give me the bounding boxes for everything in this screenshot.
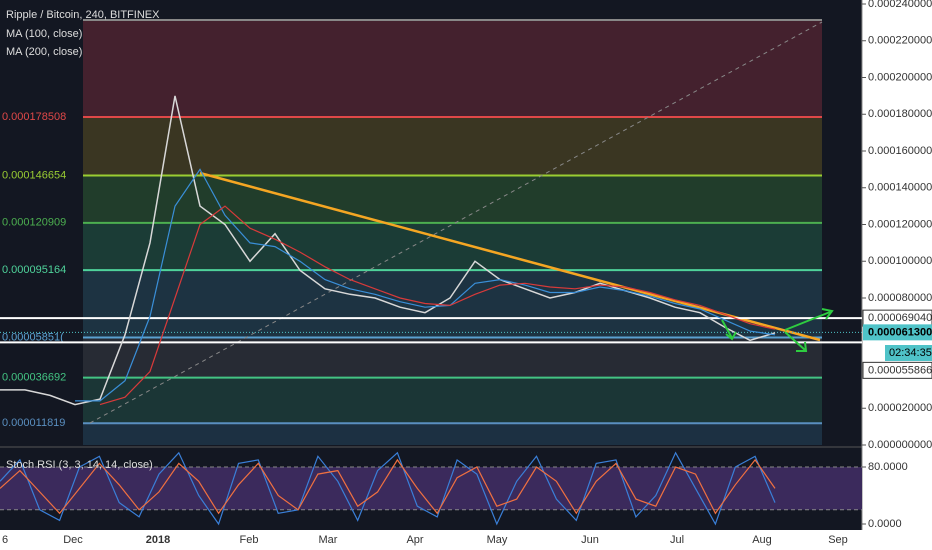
- series-line: [99, 205, 776, 406]
- y-tick-label: 80.0000: [868, 461, 908, 473]
- series-line: [0, 95, 776, 406]
- legend-item: MA (200, close): [6, 46, 82, 58]
- diagonal: [89, 21, 823, 424]
- stoch-band: [0, 467, 862, 510]
- fib-band: [83, 116, 822, 176]
- y-tick-label: 0.000080000: [868, 292, 932, 304]
- y-tick-label: 0.000240000: [868, 0, 932, 10]
- x-tick-label: Jul: [670, 534, 684, 546]
- fib-label: 0.000095164: [2, 264, 66, 276]
- x-tick-label: Apr: [406, 534, 423, 546]
- price-tag: [863, 324, 932, 341]
- trendline: [199, 171, 821, 342]
- x-tick-label: 2018: [146, 534, 170, 546]
- x-tick-label: Sep: [828, 534, 848, 546]
- stoch-title: Stoch RSI (3, 3, 14, 14, close): [6, 459, 153, 471]
- x-tick-label: Feb: [240, 534, 259, 546]
- layer: 0.000178508 0.000146654 0.000120909 0.00009…: [0, 19, 862, 526]
- y-tick-label: 0.000160000: [868, 145, 932, 157]
- fib-label: 0.000036692: [2, 371, 66, 383]
- countdown: 02:34:35: [889, 347, 932, 359]
- x-tick-label: Jun: [581, 534, 599, 546]
- price-axis: 0.000240000 0.000220000 0.000200000 0.00018…: [862, 0, 932, 530]
- y-tick-label: 0.000140000: [868, 182, 932, 194]
- x-tick-label: Dec: [63, 534, 83, 546]
- fib-label: 0.00005851(: [2, 331, 64, 343]
- y-tick-label: 0.000200000: [868, 71, 932, 83]
- fib-band: [83, 423, 822, 445]
- price-tag-label: 0.000055866: [868, 364, 932, 376]
- title: Ripple / Bitcoin, 240, BITFINEX: [6, 9, 160, 21]
- x-tick-label: Aug: [752, 534, 772, 546]
- arrows: [721, 308, 834, 352]
- fib-label: 0.000146654: [2, 169, 66, 181]
- y-tick-label: 0.000120000: [868, 218, 932, 230]
- fib-band: [83, 20, 822, 117]
- fib-band: [83, 337, 822, 378]
- y-tick-label: 0.000000000: [868, 439, 932, 451]
- fib-band: [83, 175, 822, 223]
- x-tick-label: Mar: [319, 534, 338, 546]
- price-tag-label: 0.000061300: [868, 326, 932, 338]
- fib-label: 0.000178508: [2, 111, 66, 123]
- y-tick-label: 0.000220000: [868, 35, 932, 47]
- legend-item: MA (100, close): [6, 28, 82, 40]
- y-tick-label: 0.000180000: [868, 108, 932, 120]
- y-tick-label: 0.0000: [868, 518, 902, 530]
- price-tag-label: 0.000069040: [868, 312, 932, 324]
- stoch-line: [0, 458, 776, 515]
- time-axis-bg: [0, 530, 862, 550]
- fib-label: 0.000011819: [2, 417, 65, 429]
- x-tick-label: May: [487, 534, 508, 546]
- countdown-tag: [885, 345, 932, 361]
- y-tick-label: 0.000100000: [868, 255, 932, 267]
- price-tag: [862, 361, 932, 379]
- fib-band: [83, 377, 822, 424]
- fib-band: [83, 222, 822, 271]
- x-tick-label: 6: [2, 534, 8, 546]
- fib-label: 0.000120909: [2, 217, 66, 229]
- y-tick-label: 0.000020000: [868, 402, 932, 414]
- stoch-line: [0, 451, 776, 526]
- price-axis-bg: [862, 0, 932, 550]
- series-line: [75, 168, 776, 402]
